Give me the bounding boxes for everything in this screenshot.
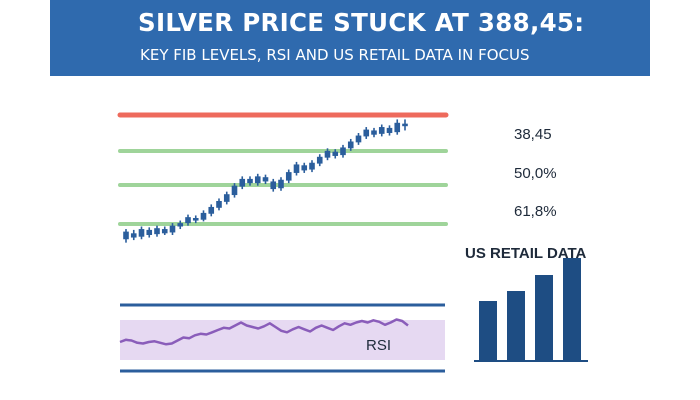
candle xyxy=(231,183,238,198)
candle-body xyxy=(123,231,129,240)
retail-bar-series xyxy=(479,258,581,361)
candle xyxy=(223,191,230,205)
retail-data-title: US RETAIL DATA xyxy=(465,245,587,262)
candle-body xyxy=(208,206,215,214)
candle xyxy=(185,214,191,226)
candle xyxy=(200,210,207,222)
candle-body xyxy=(293,164,300,173)
candle xyxy=(216,198,222,211)
candle xyxy=(371,127,377,138)
candle xyxy=(154,225,160,237)
candle xyxy=(285,169,292,184)
rsi-label: RSI xyxy=(366,337,391,354)
candle-body xyxy=(216,201,222,208)
candle xyxy=(355,133,362,145)
headline-title: SILVER PRICE STUCK AT 388,45: xyxy=(138,8,585,37)
candle xyxy=(169,223,176,235)
candle xyxy=(262,174,269,184)
candle xyxy=(332,149,339,159)
retail-bar xyxy=(535,275,553,361)
fib-label-50: 50,0% xyxy=(514,165,557,182)
retail-bar xyxy=(479,301,497,361)
candle-body xyxy=(146,229,153,235)
candle-body xyxy=(378,127,385,134)
candle-body xyxy=(154,228,160,235)
candle-body xyxy=(324,150,331,158)
candle xyxy=(394,119,401,135)
candle-body xyxy=(285,172,292,181)
candle-body xyxy=(386,127,393,133)
candle xyxy=(293,161,300,176)
candle xyxy=(278,177,284,191)
fib-label-38: 38,45 xyxy=(514,126,552,143)
candle-body xyxy=(278,179,284,189)
candle xyxy=(340,144,346,158)
candle xyxy=(378,124,385,137)
candle xyxy=(130,229,137,241)
candle-body xyxy=(270,181,277,190)
candle xyxy=(324,148,331,161)
candle xyxy=(161,226,168,235)
headline-subtitle: KEY FIB LEVELS, RSI AND US RETAIL DATA I… xyxy=(140,46,530,64)
retail-bar xyxy=(563,258,581,361)
candle xyxy=(239,176,246,190)
candle xyxy=(123,229,129,243)
rsi-band xyxy=(120,320,445,360)
candle-body xyxy=(169,225,176,233)
candle-body xyxy=(332,151,339,156)
candle xyxy=(386,125,393,136)
candle xyxy=(316,154,323,167)
candle-body xyxy=(347,141,354,149)
candle-body xyxy=(200,212,207,220)
candle xyxy=(192,215,199,224)
candle-body xyxy=(231,185,238,196)
header-banner: SILVER PRICE STUCK AT 388,45: KEY FIB LE… xyxy=(50,0,650,76)
candle xyxy=(177,220,184,230)
candle-body xyxy=(371,130,377,135)
candle xyxy=(270,178,277,192)
candle-body xyxy=(309,162,315,170)
candle xyxy=(138,226,145,240)
candle xyxy=(363,127,370,139)
candle-body xyxy=(301,165,308,171)
candle xyxy=(347,138,354,151)
candle-body xyxy=(262,177,269,182)
candle-body xyxy=(130,233,137,238)
fib-label-61: 61,8% xyxy=(514,203,557,220)
candle-body xyxy=(340,147,346,156)
candle xyxy=(146,227,153,238)
candle-body xyxy=(161,229,168,234)
candle xyxy=(247,176,253,186)
candle xyxy=(254,173,261,186)
candle-body xyxy=(402,123,408,127)
candle-body xyxy=(138,229,145,237)
candle-body xyxy=(254,176,261,184)
candle xyxy=(208,204,215,217)
candle-body xyxy=(239,178,246,187)
candle-body xyxy=(363,129,370,137)
candle xyxy=(402,119,408,131)
candle-body xyxy=(394,122,401,133)
candle-body xyxy=(355,135,362,143)
candle xyxy=(309,160,315,173)
candle-body xyxy=(247,178,253,184)
retail-bar xyxy=(507,291,525,361)
candle-body xyxy=(223,194,230,202)
candle xyxy=(301,162,308,173)
rsi-line xyxy=(119,318,409,346)
candle-body xyxy=(316,156,323,164)
candle-body xyxy=(192,218,199,221)
candlestick-series xyxy=(123,119,408,243)
candle-body xyxy=(185,217,191,224)
candle-body xyxy=(177,223,184,227)
